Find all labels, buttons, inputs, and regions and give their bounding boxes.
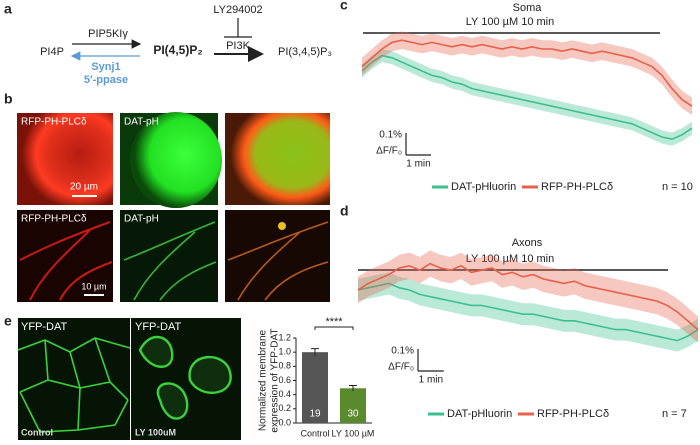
bar bbox=[340, 388, 366, 423]
panel-label: e bbox=[4, 313, 12, 329]
cell-outline bbox=[138, 335, 232, 420]
n-label: n = 7 bbox=[662, 408, 687, 420]
scale-label: ΔF/F₀ bbox=[376, 146, 402, 157]
puncta bbox=[278, 222, 286, 230]
scale-label: 20 µm bbox=[70, 182, 98, 193]
node: PI(3,4,5)P₃ bbox=[278, 46, 332, 58]
micrograph bbox=[17, 210, 113, 302]
panel-label: a bbox=[4, 1, 12, 17]
series-line bbox=[361, 39, 693, 107]
y-axis-label: expression of YFP-DAT bbox=[270, 328, 281, 432]
error-bar bbox=[311, 348, 319, 356]
enzyme: PI3K bbox=[226, 40, 251, 52]
panel-label: c bbox=[340, 0, 348, 13]
panel-label: b bbox=[4, 91, 13, 107]
scale-label: 0.1% bbox=[391, 346, 414, 357]
scale-label: 1 min bbox=[419, 375, 443, 386]
enzyme-class: 5′-ppase bbox=[84, 74, 128, 86]
y-tick-label: 0.2 bbox=[278, 403, 291, 413]
chart-title: Soma bbox=[513, 2, 543, 14]
n-label: n = 10 bbox=[662, 181, 693, 193]
micrograph bbox=[225, 113, 330, 205]
scale-label: 1 min bbox=[406, 159, 430, 170]
count-label: 30 bbox=[347, 409, 359, 420]
panel-label: d bbox=[340, 203, 349, 219]
error-band bbox=[362, 49, 692, 146]
axon bbox=[19, 221, 113, 301]
y-tick-label: 0.8 bbox=[278, 361, 291, 371]
legend-label: RFP-PH-PLCδ bbox=[537, 408, 609, 420]
chart-title: Axons bbox=[512, 237, 543, 249]
y-tick-label: 1.0 bbox=[278, 347, 291, 357]
legend-label: DAT-pHluorin bbox=[447, 408, 512, 420]
pathway: PI4P PIP5KIγ Synj1 5′-ppase PI(4,5)P₂ PI… bbox=[40, 4, 332, 86]
image-label: DAT-pH bbox=[124, 117, 159, 128]
series-line bbox=[357, 282, 699, 342]
y-tick-label: 1.2 bbox=[278, 332, 291, 342]
image-label: RFP-PH-PLCδ bbox=[21, 117, 87, 128]
axon bbox=[227, 221, 329, 301]
count-label: 19 bbox=[309, 409, 321, 420]
error-band bbox=[358, 272, 698, 352]
inhibitor: LY294002 bbox=[213, 4, 262, 16]
condition-label: Control bbox=[21, 427, 53, 437]
micrographs-b: RFP-PH-PLCδ DAT-pH 20 µm RFP-PH-PLCδ DAT… bbox=[17, 112, 330, 302]
enzyme: PIP5KIγ bbox=[88, 28, 128, 40]
legend-label: RFP-PH-PLCδ bbox=[541, 181, 613, 193]
scale-label: ΔF/F₀ bbox=[388, 362, 414, 373]
image-label: YFP-DAT bbox=[135, 321, 182, 333]
image-label: YFP-DAT bbox=[21, 321, 68, 333]
node: PI(4,5)P₂ bbox=[153, 43, 202, 57]
significance-bracket bbox=[314, 326, 354, 330]
x-tick-label: Control bbox=[300, 428, 329, 438]
error-bar bbox=[349, 384, 357, 392]
annotation: LY 100 µM 10 min bbox=[466, 16, 554, 28]
cell bbox=[130, 112, 222, 208]
x-tick-label: LY 100 µM bbox=[332, 428, 375, 438]
scale-label: 10 µm bbox=[81, 281, 106, 291]
enzyme: Synj1 bbox=[91, 61, 120, 73]
axon bbox=[123, 221, 217, 301]
node: PI4P bbox=[40, 46, 64, 58]
micrographs-e: YFP-DAT YFP-DAT Control LY 100uM bbox=[17, 318, 241, 440]
legend-label: DAT-pHluorin bbox=[451, 181, 516, 193]
micrograph bbox=[225, 210, 330, 302]
cell-outline bbox=[17, 337, 131, 433]
y-tick-label: 0.6 bbox=[278, 375, 291, 385]
annotation: LY 100 µM 10 min bbox=[466, 253, 554, 265]
micrograph bbox=[17, 113, 113, 205]
image-label: RFP-PH-PLCδ bbox=[21, 214, 87, 225]
significance-label: **** bbox=[325, 316, 343, 328]
y-tick-label: 0.4 bbox=[278, 389, 291, 399]
condition-label: LY 100uM bbox=[135, 427, 176, 437]
scale-label: 0.1% bbox=[379, 130, 402, 141]
error-band bbox=[358, 250, 698, 343]
image-label: DAT-pH bbox=[124, 214, 159, 225]
series-line bbox=[357, 262, 699, 331]
y-tick-label: 0.0 bbox=[278, 417, 291, 427]
y-axis-label: Normalized membrane bbox=[258, 329, 269, 431]
series-line bbox=[361, 54, 693, 141]
bar bbox=[302, 352, 328, 423]
micrograph bbox=[18, 318, 130, 440]
